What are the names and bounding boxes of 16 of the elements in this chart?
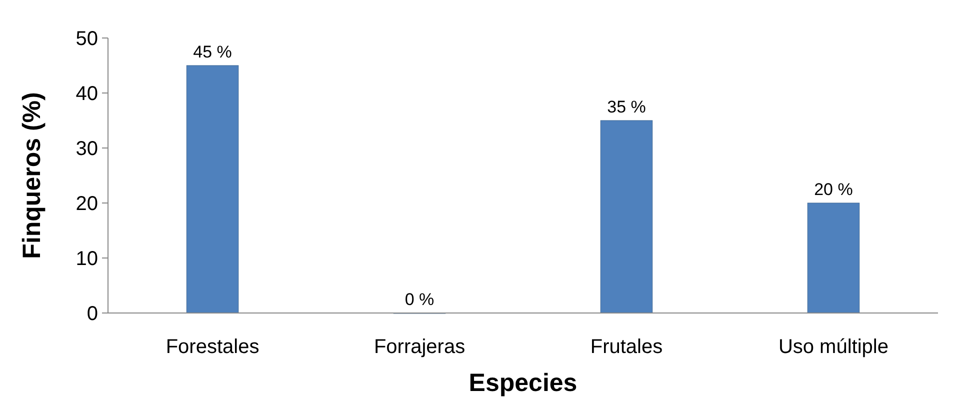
x-tick-label: Forestales — [166, 336, 260, 358]
x-axis-title: Especies — [468, 369, 578, 397]
y-tick-label: 50 — [76, 28, 98, 50]
y-axis-title: Finqueros (%) — [18, 92, 46, 259]
data-label: 0 % — [404, 290, 434, 309]
data-label: 45 % — [193, 42, 232, 62]
data-label: 20 % — [814, 180, 853, 199]
x-tick-label: Forrajeras — [374, 336, 466, 358]
y-tick-label: 10 — [76, 248, 98, 270]
x-tick-label: Frutales — [590, 336, 663, 358]
y-tick-label: 20 — [76, 193, 98, 215]
y-tick-label: 30 — [76, 138, 98, 160]
data-label: 35 % — [607, 98, 646, 116]
y-tick-label: 0 — [86, 303, 98, 325]
y-tick-label: 40 — [76, 83, 98, 105]
x-tick-label: Uso múltiple — [778, 336, 888, 358]
